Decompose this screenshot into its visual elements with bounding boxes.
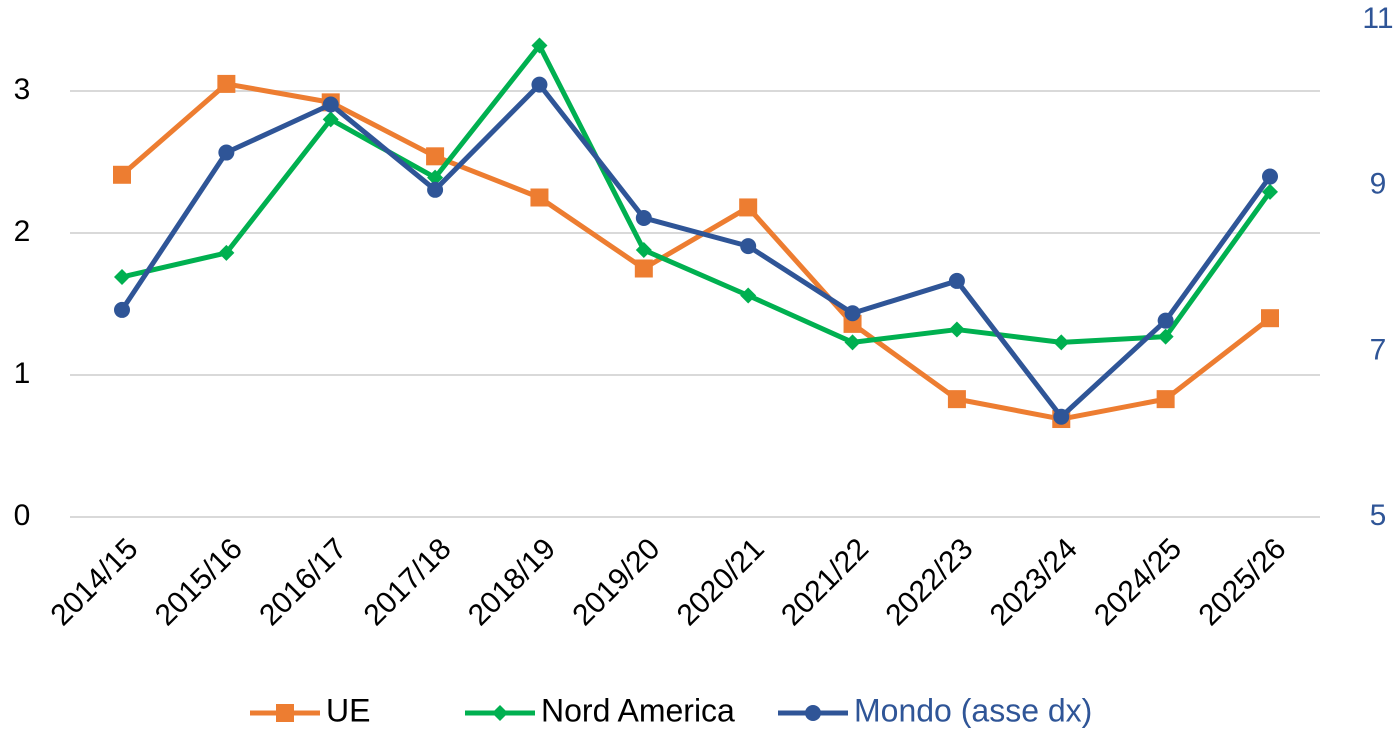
series-line [120,81,1272,422]
x-tick-label: 2022/23 [879,532,979,632]
data-point [844,334,861,351]
data-point [218,244,235,261]
data-point [1157,328,1174,345]
legend-label: Nord America [541,692,735,728]
data-point [427,181,444,198]
data-point [113,165,131,184]
x-tick-label: 2024/25 [1088,532,1188,632]
data-point [530,188,549,207]
y-tick-label: 1 [14,357,31,390]
x-tick-label: 2020/21 [671,532,771,632]
x-tick-label: 2019/20 [566,532,666,632]
data-point [635,209,652,226]
data-point [1261,309,1279,328]
data-point [634,259,653,278]
series-line [119,82,1273,420]
data-point [114,269,130,286]
legend-marker [276,704,294,722]
y-tick-label: 3 [14,73,31,106]
legend-marker [492,705,508,721]
y-tick-label: 0 [14,499,31,532]
data-point [322,111,339,128]
data-point [1156,390,1175,409]
data-point [114,301,130,318]
data-point [1053,408,1070,425]
data-point [531,37,548,54]
data-point [1157,312,1174,329]
data-point [322,96,339,113]
x-tick-label: 2016/17 [253,532,353,632]
x-tick-label: 2023/24 [984,532,1084,632]
data-point [948,321,965,338]
y2-tick-label: 11 [1362,2,1393,35]
data-point [740,287,757,304]
data-point [218,144,235,161]
x-tick-label: 2018/19 [462,532,562,632]
series-line [121,43,1273,345]
x-tick-label: 2014/15 [45,532,145,632]
data-point [740,238,757,255]
x-tick-label: 2025/26 [1193,532,1293,632]
data-point [426,147,445,166]
legend-label: Mondo (asse dx) [854,692,1092,728]
x-tick-label: 2015/16 [149,532,249,632]
x-tick-label: 2017/18 [358,532,458,632]
x-tick-label: 2021/22 [775,532,875,632]
data-point [427,169,444,186]
data-point [844,305,861,322]
y2-tick-label: 9 [1370,168,1387,201]
data-point [948,272,965,289]
legend-marker [805,705,821,721]
data-point [1262,183,1278,200]
data-point [739,198,758,217]
data-point [531,76,548,93]
y2-tick-label: 5 [1370,499,1387,532]
legend-label: UE [326,692,370,728]
y-tick-label: 2 [14,215,31,248]
data-point [217,74,236,93]
data-point [1053,334,1070,351]
data-point [947,390,966,409]
data-point [635,242,652,259]
data-point [1262,168,1278,185]
y2-tick-label: 7 [1370,333,1387,366]
